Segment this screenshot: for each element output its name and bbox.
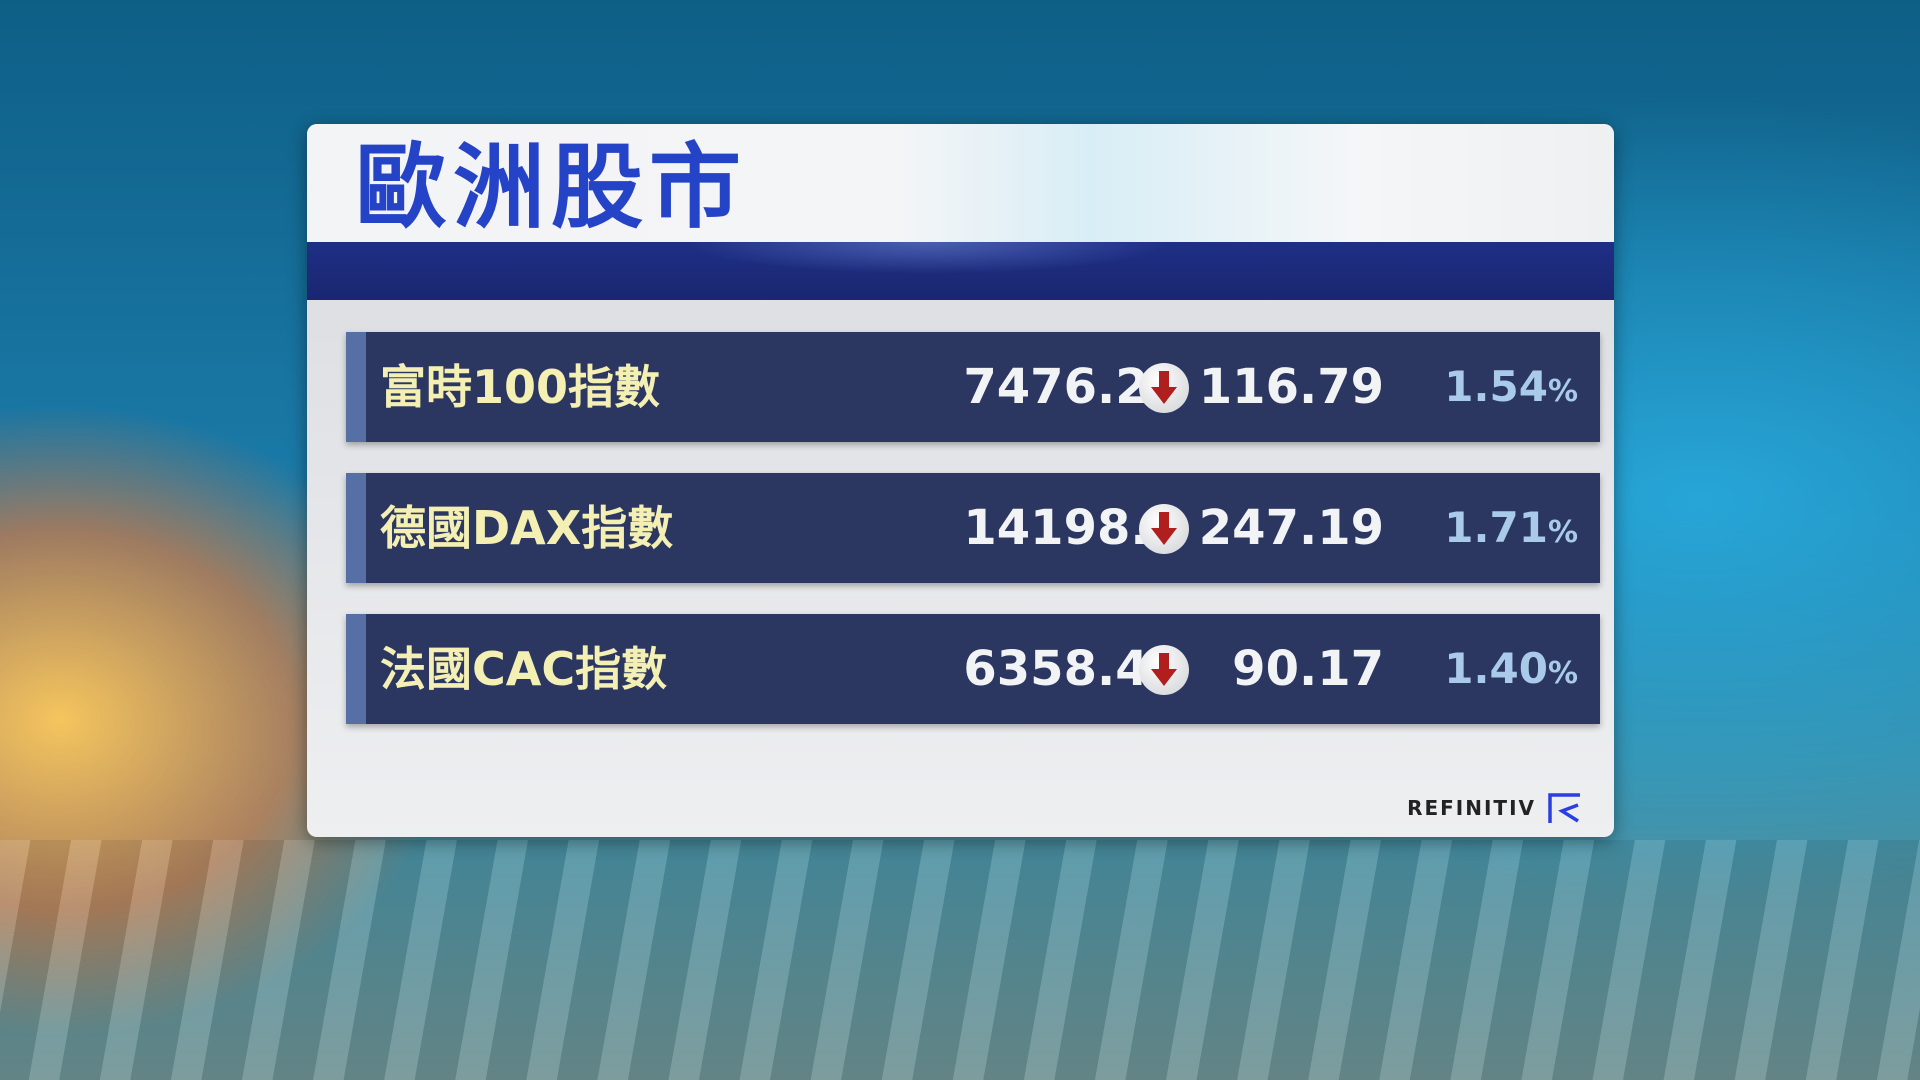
pct-value: 1.54: [1444, 362, 1548, 411]
page-title: 歐洲股市: [355, 134, 748, 241]
index-pct: 1.54%: [1444, 332, 1578, 447]
index-name: 法國CAC指數: [380, 642, 668, 696]
index-row: 德國DAX指數 14198.8 247.19 1.71%: [346, 473, 1600, 583]
pct-sign: %: [1547, 656, 1578, 691]
index-row: 法國CAC指數 6358.46 90.17 1.40%: [346, 614, 1600, 724]
background-floor: [0, 840, 1920, 1080]
pct-value: 1.71: [1444, 503, 1548, 552]
down-arrow-icon: [1139, 363, 1189, 413]
index-change: 116.79: [1198, 359, 1384, 415]
title-underline-band: [307, 242, 1614, 300]
pct-sign: %: [1547, 374, 1578, 409]
down-arrow-icon: [1139, 504, 1189, 554]
index-pct: 1.40%: [1444, 614, 1578, 729]
pct-value: 1.40: [1444, 644, 1548, 693]
row-accent: [346, 614, 366, 724]
logo-text: REFINITIV: [1407, 796, 1536, 820]
row-accent: [346, 473, 366, 583]
market-panel: 歐洲股市 富時100指數 7476.21 116.79 1.54% 德國DAX指…: [307, 124, 1614, 837]
row-accent: [346, 332, 366, 442]
title-band: 歐洲股市: [307, 124, 1614, 242]
index-name: 德國DAX指數: [380, 501, 674, 555]
index-name: 富時100指數: [380, 360, 661, 414]
pct-sign: %: [1547, 515, 1578, 550]
down-arrow-icon: [1139, 645, 1189, 695]
index-change: 90.17: [1232, 641, 1384, 697]
refinitiv-logo: REFINITIV: [1407, 793, 1582, 823]
refinitiv-mark-icon: [1548, 793, 1580, 823]
index-row: 富時100指數 7476.21 116.79 1.54%: [346, 332, 1600, 442]
index-pct: 1.71%: [1444, 473, 1578, 588]
index-change: 247.19: [1198, 500, 1384, 556]
